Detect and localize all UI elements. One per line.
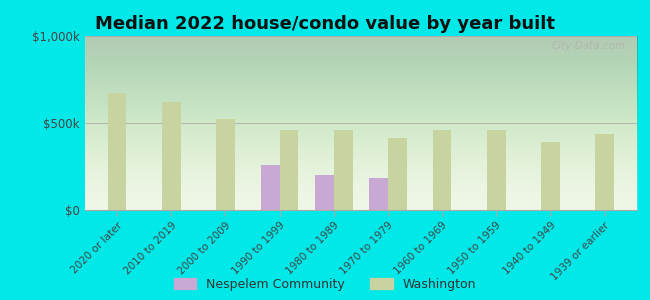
Bar: [315, 175, 333, 210]
Bar: [595, 134, 614, 210]
Bar: [432, 130, 452, 210]
Bar: [388, 138, 407, 210]
Bar: [333, 130, 352, 210]
Bar: [216, 119, 235, 210]
Text: City-Data.com: City-Data.com: [552, 41, 626, 51]
Bar: [280, 130, 298, 210]
Bar: [261, 165, 280, 210]
Bar: [369, 178, 388, 210]
Bar: [107, 93, 127, 210]
Legend: Nespelem Community, Washington: Nespelem Community, Washington: [174, 278, 476, 291]
Text: Median 2022 house/condo value by year built: Median 2022 house/condo value by year bu…: [95, 15, 555, 33]
Bar: [162, 102, 181, 210]
Bar: [487, 130, 506, 210]
Bar: [541, 142, 560, 210]
